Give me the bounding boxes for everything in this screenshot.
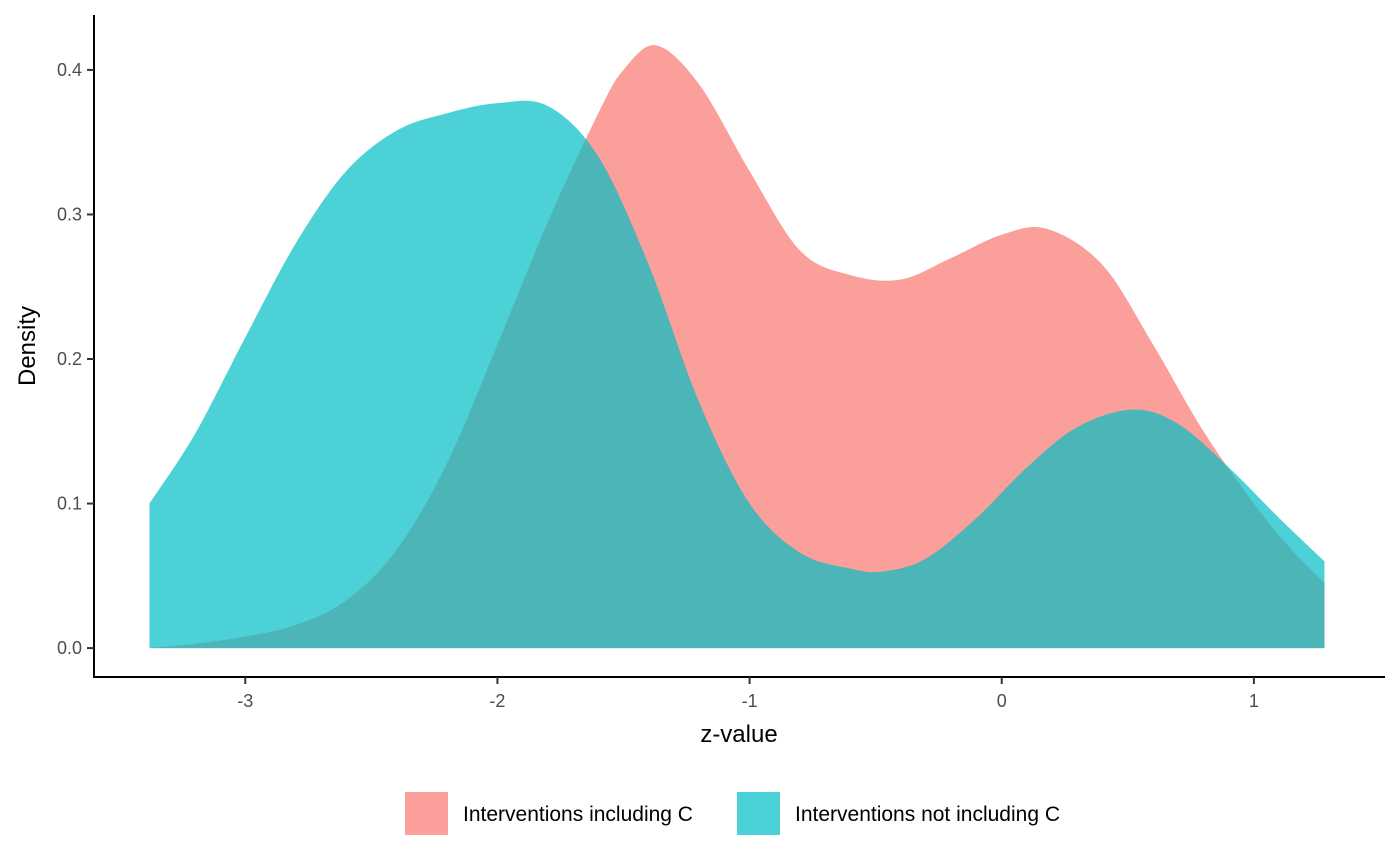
y-tick-label: 0.3 <box>57 204 82 224</box>
x-tick-label: -2 <box>489 691 505 711</box>
legend-label-including: Interventions including C <box>463 803 693 826</box>
legend-label-not-including: Interventions not including C <box>795 803 1060 826</box>
x-tick-label: -3 <box>237 691 253 711</box>
y-tick-label: 0.2 <box>57 349 82 369</box>
density-areas <box>149 45 1325 649</box>
legend-key-not-including <box>737 792 780 835</box>
x-axis-ticks: -3 -2 -1 0 1 <box>237 677 1259 711</box>
x-tick-label: -1 <box>742 691 758 711</box>
y-tick-label: 0.1 <box>57 494 82 514</box>
y-tick-label: 0.0 <box>57 638 82 658</box>
y-tick-label: 0.4 <box>57 60 82 80</box>
x-axis-title: z-value <box>700 721 777 748</box>
y-axis-title: Density <box>14 306 41 386</box>
x-tick-label: 1 <box>1249 691 1259 711</box>
legend: Interventions including C Interventions … <box>405 792 1060 835</box>
legend-key-including <box>405 792 448 835</box>
y-axis-ticks: 0.0 0.1 0.2 0.3 0.4 <box>57 60 94 658</box>
x-tick-label: 0 <box>997 691 1007 711</box>
density-area-not-including <box>149 100 1325 649</box>
